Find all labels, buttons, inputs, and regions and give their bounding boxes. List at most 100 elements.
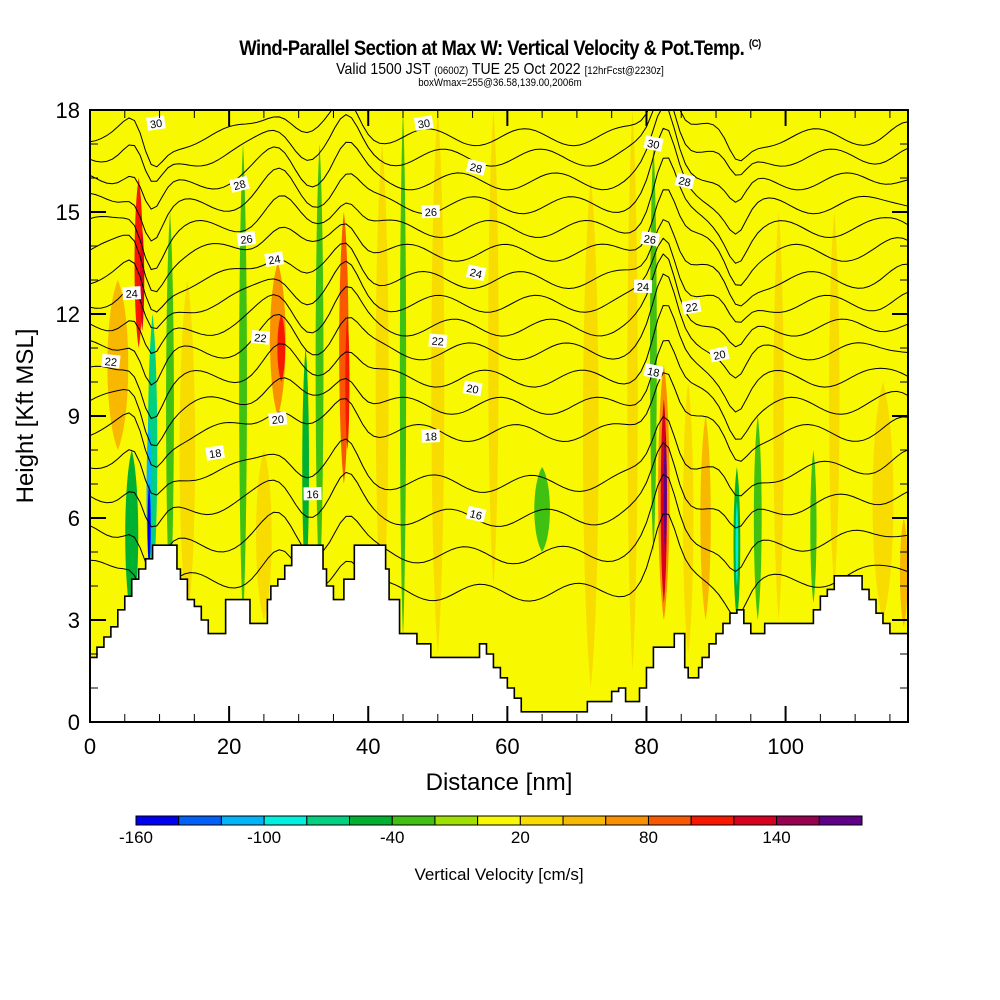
theta-contour-27 [90, 127, 908, 242]
contour-label-text: 28 [232, 178, 247, 193]
contour-label-text: 18 [208, 448, 222, 462]
colorbar-tick-label: 20 [511, 828, 530, 847]
y-tick-label: 9 [68, 404, 80, 429]
velocity-streak [256, 450, 272, 620]
contour-label: 18 [205, 445, 226, 462]
contour-label: 20 [709, 346, 730, 363]
theta-contour-14 [90, 513, 908, 618]
contour-label-text: 26 [240, 233, 254, 246]
colorbar-segment [306, 815, 351, 826]
copyright-mark: (C) [748, 38, 761, 50]
x-axis: 0 20 40 60 80 100 [84, 110, 891, 759]
theta-contours [90, 110, 908, 618]
contour-label: 22 [428, 333, 448, 349]
velocity-streak [345, 314, 350, 450]
theta-contour-16 [90, 441, 908, 529]
contour-label-text: 22 [685, 301, 699, 315]
contour-label: 26 [640, 230, 660, 247]
theta-contour-19 [90, 339, 908, 447]
y-tick-label: 12 [56, 302, 80, 327]
chart-title: Wind-Parallel Section at Max W: Vertical… [60, 37, 940, 61]
velocity-streak [872, 382, 894, 620]
contour-label-text: 24 [637, 282, 650, 294]
contour-label: 24 [122, 286, 142, 301]
colorbar-tick-label: 80 [639, 828, 658, 847]
velocity-streak [464, 110, 481, 586]
theta-contour-26 [90, 157, 908, 271]
velocity-streak [315, 144, 324, 586]
velocity-streak [899, 518, 908, 627]
y-tick-label: 15 [56, 200, 80, 225]
valid-time: Valid 1500 JST [336, 61, 431, 78]
colorbar-segment [776, 815, 820, 826]
colorbar-segment [605, 815, 649, 826]
colorbar-segment [519, 815, 564, 826]
colorbar-segment [477, 815, 521, 826]
velocity-streak [166, 212, 174, 603]
contour-label-text: 28 [468, 162, 483, 177]
box-info: boxWmax=255@36.58,139.00,2006m [418, 77, 582, 89]
theta-contour-23 [90, 237, 908, 330]
contour-label: 22 [101, 353, 121, 369]
contour-label-text: 22 [254, 332, 268, 345]
velocity-streak [829, 212, 840, 586]
contour-label: 30 [146, 115, 166, 132]
contour-label-text: 22 [104, 356, 117, 369]
y-axis-label: Height [Kft MSL] [12, 329, 39, 504]
valid-time-utc: (0600Z) [434, 65, 469, 77]
terrain-mask [90, 544, 908, 722]
contour-label-text: 26 [425, 207, 438, 219]
contour-label-text: 16 [468, 508, 483, 523]
y-tick-label: 3 [68, 608, 80, 633]
colorbar-segment [220, 815, 265, 826]
contour-label: 20 [462, 380, 483, 397]
velocity-streak [147, 484, 151, 569]
contour-label-text: 20 [271, 414, 284, 427]
colorbar-label: Vertical Velocity [cm/s] [414, 865, 583, 884]
y-tick-label: 0 [68, 710, 80, 735]
colorbar-segment [647, 815, 692, 826]
contour-label-text: 18 [646, 366, 660, 380]
contour-label: 18 [421, 429, 441, 444]
chart-title-text: Wind-Parallel Section at Max W: Vertical… [239, 37, 745, 60]
theta-contour-28 [90, 110, 908, 210]
valid-date: TUE 25 Oct 2022 [471, 61, 581, 78]
x-tick-label: 80 [634, 734, 658, 759]
contour-label: 22 [681, 298, 702, 315]
forecast-info: [12hrFcst@2230z] [584, 65, 664, 77]
theta-contour-30 [90, 110, 908, 168]
contour-label-text: 30 [149, 118, 163, 132]
contour-label: 24 [633, 279, 653, 294]
colorbar-tick-label: -40 [380, 828, 405, 847]
contour-label-text: 24 [125, 288, 138, 301]
contour-label: 26 [236, 231, 257, 247]
colorbar-segment [349, 815, 393, 826]
theta-contour-15 [90, 473, 908, 573]
contour-label: 18 [643, 363, 664, 380]
velocity-streak [431, 110, 445, 654]
velocity-streak [735, 501, 739, 586]
colorbar-segment [733, 815, 778, 826]
contour-label-text: 16 [306, 489, 318, 501]
colorbar-segment [135, 815, 180, 826]
x-axis-label: Distance [nm] [426, 769, 573, 796]
colorbar-segment [690, 815, 735, 826]
x-tick-label: 100 [767, 734, 804, 759]
colorbar-segment [562, 815, 607, 826]
velocity-streak [302, 348, 310, 586]
contour-label: 16 [465, 505, 487, 523]
contour-label: 28 [674, 172, 696, 190]
theta-contour-24 [90, 218, 908, 313]
contour-label: 24 [465, 264, 487, 282]
theta-contour-17 [90, 415, 908, 497]
colorbar-segment [263, 815, 308, 826]
velocity-streak [179, 280, 196, 620]
colorbar-segment [178, 815, 222, 826]
contour-label: 26 [421, 204, 441, 219]
velocity-streak [488, 110, 499, 586]
contour-label: 30 [643, 135, 664, 152]
contour-label-text: 24 [468, 267, 483, 282]
x-tick-label: 0 [84, 734, 96, 759]
theta-contour-25 [90, 189, 908, 293]
